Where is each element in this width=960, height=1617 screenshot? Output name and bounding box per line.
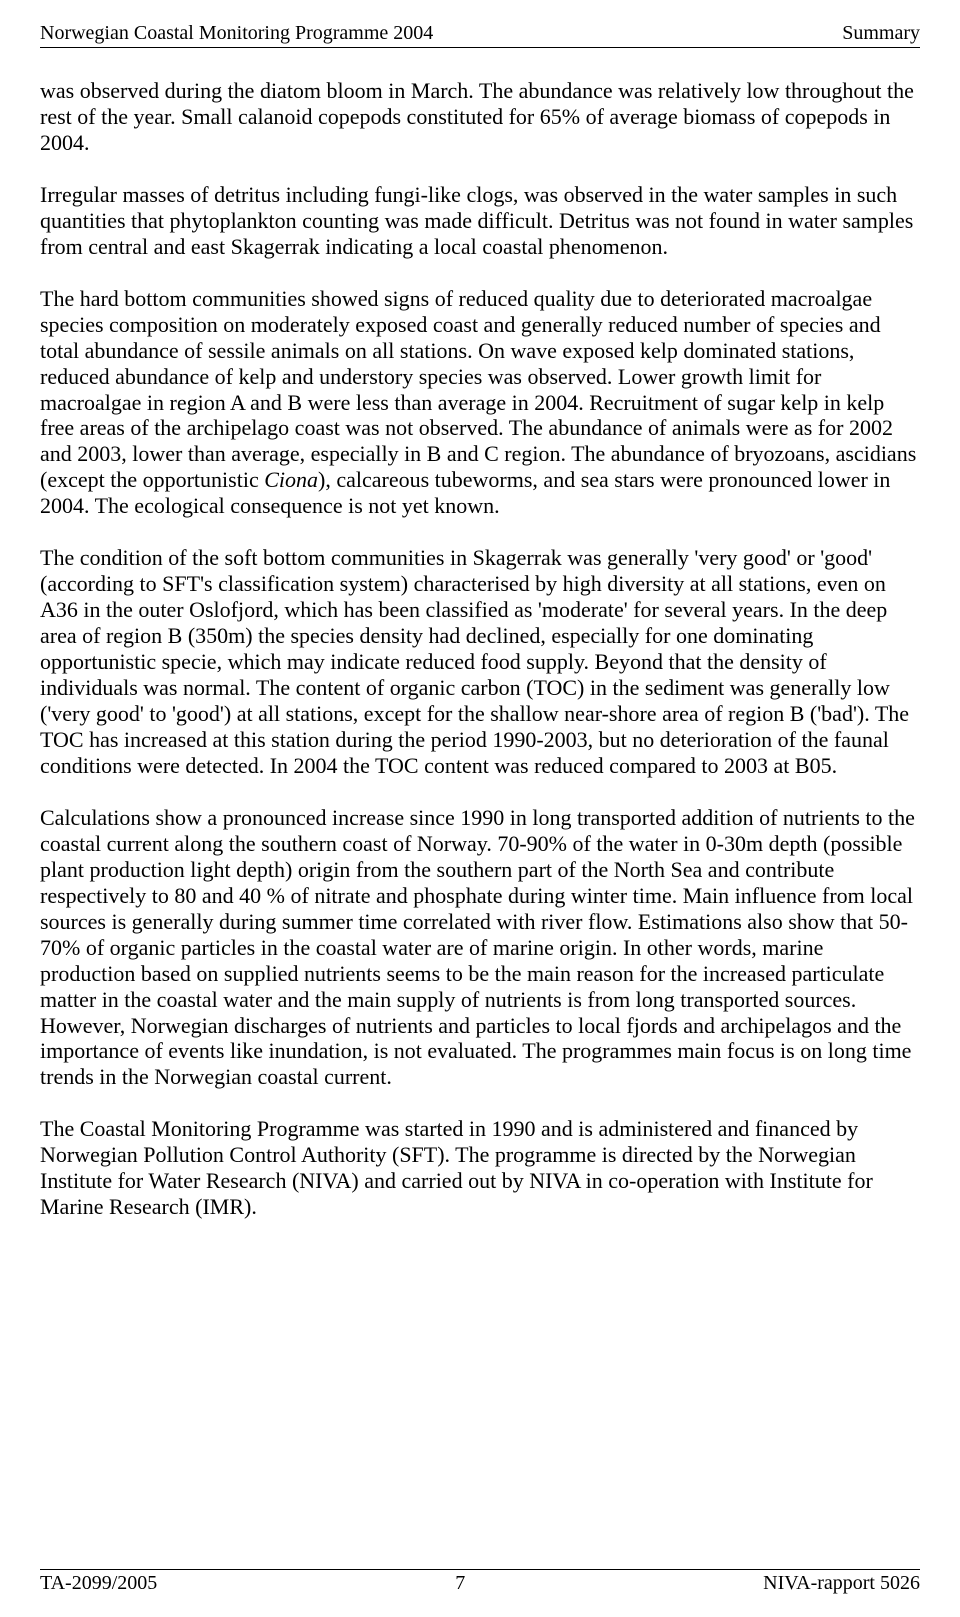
paragraph-3-italic: Ciona: [264, 467, 318, 492]
paragraph-1: was observed during the diatom bloom in …: [40, 78, 920, 156]
document-page: Norwegian Coastal Monitoring Programme 2…: [0, 0, 960, 1617]
paragraph-2: Irregular masses of detritus including f…: [40, 182, 920, 260]
header-left: Norwegian Coastal Monitoring Programme 2…: [40, 22, 433, 45]
paragraph-4: The condition of the soft bottom communi…: [40, 545, 920, 779]
footer-page-number: 7: [455, 1572, 465, 1595]
page-content: was observed during the diatom bloom in …: [40, 78, 920, 1569]
paragraph-3: The hard bottom communities showed signs…: [40, 286, 920, 520]
page-footer: TA-2099/2005 7 NIVA-rapport 5026: [40, 1569, 920, 1595]
header-right: Summary: [842, 22, 920, 45]
footer-right: NIVA-rapport 5026: [763, 1572, 920, 1595]
footer-left: TA-2099/2005: [40, 1572, 157, 1595]
paragraph-3-part-a: The hard bottom communities showed signs…: [40, 286, 916, 493]
page-header: Norwegian Coastal Monitoring Programme 2…: [40, 22, 920, 48]
paragraph-5: Calculations show a pronounced increase …: [40, 805, 920, 1090]
paragraph-6: The Coastal Monitoring Programme was sta…: [40, 1116, 920, 1220]
